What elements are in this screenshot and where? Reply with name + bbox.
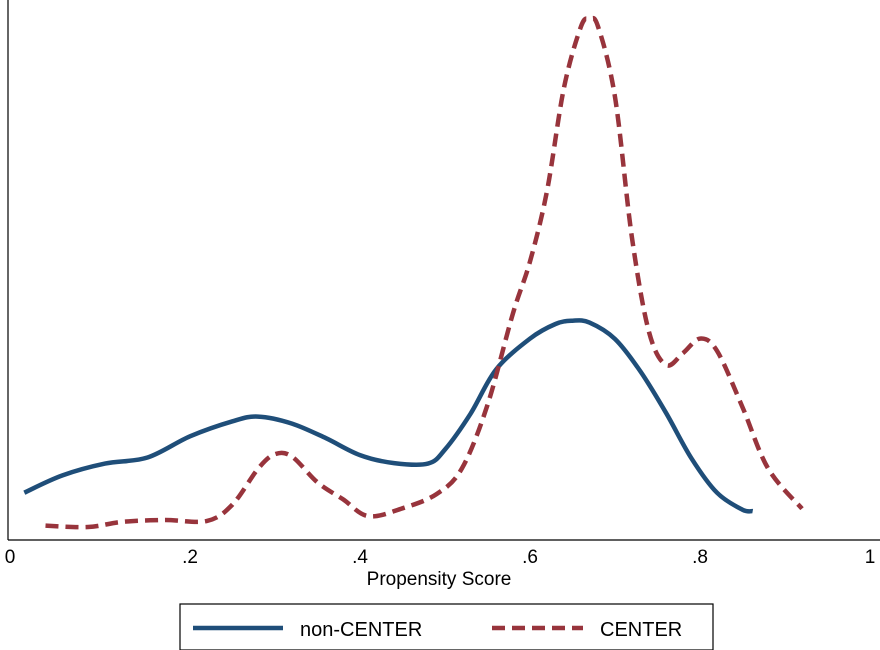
x-axis-ticks: 0 .2 .4 .6 .8 1 bbox=[5, 547, 876, 568]
x-axis-title: Propensity Score bbox=[367, 569, 512, 590]
x-tick-label: 0 bbox=[5, 547, 16, 568]
series-line-center bbox=[45, 15, 804, 530]
x-tick-label: .6 bbox=[522, 547, 538, 568]
legend-label-center: CENTER bbox=[600, 619, 682, 641]
x-tick-label: 1 bbox=[865, 547, 876, 568]
series-line-non-center bbox=[23, 318, 754, 514]
x-tick-label: .8 bbox=[692, 547, 708, 568]
legend-label-non-center: non-CENTER bbox=[300, 619, 422, 641]
legend: non-CENTER CENTER bbox=[179, 603, 714, 650]
x-tick-label: .2 bbox=[182, 547, 198, 568]
x-tick-label: .4 bbox=[352, 547, 368, 568]
series-layer bbox=[23, 15, 804, 530]
plot-area bbox=[7, 0, 880, 541]
